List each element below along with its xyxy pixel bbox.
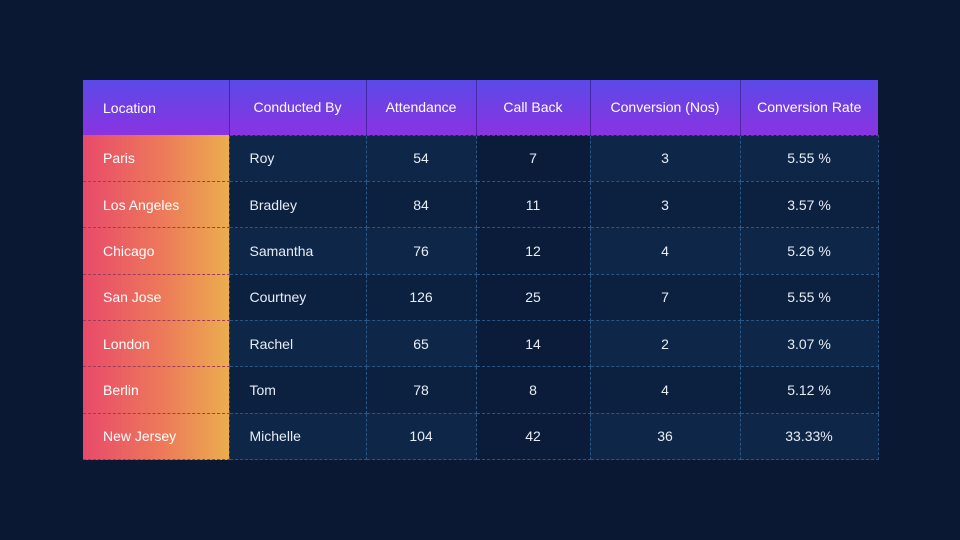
cell-attendance: 54 [365, 134, 477, 182]
table-row: Chicago Samantha 76 12 4 5.26 % [83, 227, 879, 275]
cell-call-back: 25 [475, 273, 591, 321]
cell-conducted-by: Tom [228, 366, 367, 414]
cell-conducted-by: Roy [228, 134, 367, 182]
cell-location: Paris [83, 135, 229, 182]
header-row: Location Conducted By Attendance Call Ba… [83, 80, 878, 135]
cell-conversion-rate: 5.55 % [739, 134, 879, 182]
cell-conducted-by: Samantha [228, 227, 367, 275]
cell-conducted-by: Michelle [228, 412, 367, 461]
cell-call-back: 8 [475, 366, 591, 414]
cell-conversion: 3 [589, 134, 741, 182]
cell-location: Los Angeles [83, 181, 229, 229]
cell-conversion: 3 [589, 180, 741, 229]
data-table-container: Location Conducted By Attendance Call Ba… [83, 80, 879, 461]
cell-conversion-rate: 5.55 % [739, 273, 879, 321]
cell-conversion: 4 [589, 366, 741, 414]
cell-attendance: 65 [365, 319, 477, 368]
cell-location: London [83, 320, 229, 368]
table-body: Paris Roy 54 7 3 5.55 % Los Angeles Brad… [83, 134, 879, 461]
cell-call-back: 42 [475, 412, 591, 461]
cell-attendance: 104 [365, 412, 477, 461]
header-location: Location [103, 99, 156, 116]
table-row: Berlin Tom 78 8 4 5.12 % [83, 366, 879, 414]
table-row: San Jose Courtney 126 25 7 5.55 % [83, 273, 879, 321]
header-conversion-nos: Conversion (Nos) [589, 80, 740, 135]
table-row: Paris Roy 54 7 3 5.55 % [83, 134, 879, 182]
header-conducted-by: Conducted By [228, 80, 366, 135]
cell-conversion: 36 [589, 412, 741, 461]
table-row: London Rachel 65 14 2 3.07 % [83, 319, 879, 368]
cell-location: New Jersey [83, 413, 229, 461]
cell-call-back: 11 [475, 180, 591, 229]
cell-conversion: 4 [589, 227, 741, 275]
cell-conversion: 2 [589, 319, 741, 368]
cell-attendance: 76 [365, 227, 477, 275]
data-table: Location Conducted By Attendance Call Ba… [83, 80, 879, 461]
cell-call-back: 14 [475, 319, 591, 368]
cell-attendance: 84 [365, 180, 477, 229]
cell-location: Berlin [83, 366, 229, 414]
cell-location: Chicago [83, 227, 229, 275]
cell-conversion-rate: 5.26 % [739, 227, 879, 275]
table-row: New Jersey Michelle 104 42 36 33.33% [83, 412, 879, 461]
cell-call-back: 12 [475, 227, 591, 275]
table-header: Location Conducted By Attendance Call Ba… [83, 80, 878, 135]
cell-conversion-rate: 3.57 % [739, 180, 879, 229]
cell-attendance: 126 [365, 273, 477, 321]
header-conversion-rate: Conversion Rate [739, 80, 878, 135]
header-attendance: Attendance [365, 80, 476, 135]
cell-conversion-rate: 5.12 % [739, 366, 879, 414]
cell-location: San Jose [83, 274, 229, 321]
header-call-back: Call Back [475, 80, 590, 135]
cell-attendance: 78 [365, 366, 477, 414]
cell-conducted-by: Bradley [228, 180, 367, 229]
cell-conducted-by: Courtney [228, 273, 367, 321]
cell-conducted-by: Rachel [228, 319, 367, 368]
cell-call-back: 7 [475, 134, 591, 182]
cell-conversion-rate: 3.07 % [739, 319, 879, 368]
cell-conversion-rate: 33.33% [739, 412, 879, 461]
cell-conversion: 7 [589, 273, 741, 321]
table-row: Los Angeles Bradley 84 11 3 3.57 % [83, 180, 879, 229]
